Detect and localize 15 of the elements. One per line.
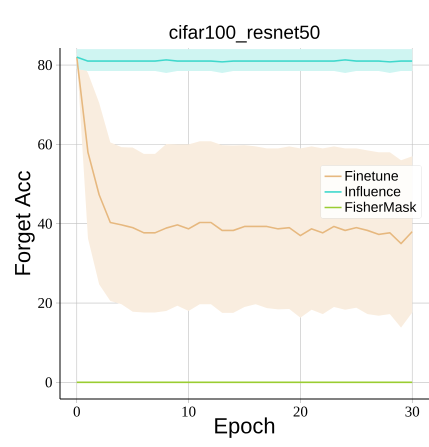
y-tick-label: 0: [46, 377, 52, 388]
x-tick-label: 30: [405, 406, 420, 417]
y-tick-label: 20: [38, 298, 52, 308]
legend-label: Finetune: [346, 170, 398, 181]
y-tick-label: 60: [38, 139, 52, 150]
chart-title: cifar100_resnet50: [170, 25, 320, 42]
y-axis-title: Forget Acc: [15, 171, 35, 275]
y-tick-label: 40: [38, 218, 52, 229]
x-tick-label: 10: [182, 406, 196, 417]
x-tick-label: 0: [74, 406, 80, 417]
y-tick-label: 80: [38, 60, 52, 70]
legend-label: Influence: [346, 186, 400, 196]
legend-label: FisherMask: [346, 202, 416, 212]
x-tick-label: 20: [294, 406, 308, 417]
x-axis-title: Epoch: [215, 417, 274, 438]
